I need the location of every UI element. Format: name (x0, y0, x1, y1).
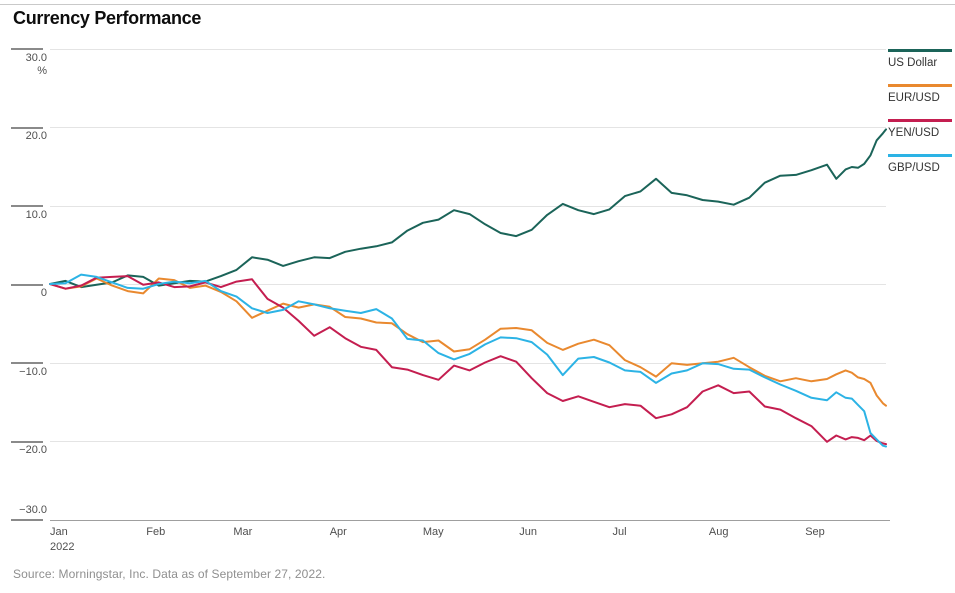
y-gridline (50, 441, 886, 442)
legend-item-eur-usd: EUR/USD (888, 84, 954, 106)
y-axis-label: −20.0 (19, 444, 47, 456)
x-axis-label-jan: Jan 2022 (50, 526, 75, 553)
legend-item-us-dollar: US Dollar (888, 49, 954, 71)
x-axis-label-jul: Jul (612, 526, 627, 538)
source-note: Source: Morningstar, Inc. Data as of Sep… (13, 567, 326, 581)
legend-label-yen-usd: YEN/USD (888, 127, 940, 139)
page-title: Currency Performance (13, 8, 202, 28)
series-line-gbp-usd (49, 273, 887, 448)
x-axis-label-aug: Aug (708, 526, 729, 538)
legend-item-yen-usd: YEN/USD (888, 119, 954, 141)
y-axis-label: 10.0 (25, 208, 47, 221)
x-axis-label-sep: Sep (805, 526, 825, 538)
y-axis-tick (11, 283, 43, 286)
legend-swatch-eur-usd (888, 84, 952, 87)
legend-label-eur-usd: EUR/USD (888, 92, 940, 104)
y-axis-tick (11, 519, 43, 521)
top-rule (0, 4, 955, 5)
y-axis-tick (11, 48, 43, 50)
y-axis-label: 0 (40, 287, 47, 299)
legend-swatch-gbp-usd (888, 154, 952, 157)
y-axis-tick (11, 126, 43, 129)
series-line-us-dollar (49, 128, 887, 289)
legend-item-gbp-usd: GBP/USD (888, 154, 954, 176)
y-gridline (50, 127, 886, 128)
series-line-yen-usd (49, 275, 887, 446)
y-gridline (50, 205, 886, 207)
series-line-eur-usd (49, 277, 887, 407)
y-axis-tick (11, 205, 43, 207)
x-axis-sublabel: 2022 (50, 541, 75, 553)
y-axis-label: 30.0 (25, 51, 47, 64)
chart-legend: US Dollar EUR/USD YEN/USD GBP/USD (888, 49, 954, 189)
y-axis-label: −10.0 (19, 365, 47, 378)
x-axis-label-jun: Jun (519, 526, 538, 538)
x-axis-label-mar: Mar (233, 526, 253, 538)
y-gridline (50, 362, 886, 364)
y-axis-label: −30.0 (19, 503, 47, 516)
legend-swatch-yen-usd (888, 119, 952, 122)
x-axis-label-may: May (422, 526, 444, 538)
legend-label-gbp-usd: GBP/USD (888, 162, 940, 174)
y-axis-tick (11, 440, 43, 443)
y-axis-unit-label: % (37, 64, 47, 77)
y-axis-label: 20.0 (25, 130, 47, 142)
y-gridline (50, 519, 890, 521)
legend-swatch-us-dollar (888, 49, 952, 52)
y-gridline (50, 284, 886, 285)
x-axis-label-apr: Apr (329, 526, 347, 538)
y-gridline (50, 48, 886, 50)
legend-label-us-dollar: US Dollar (888, 57, 938, 69)
x-axis-label-feb: Feb (146, 526, 166, 538)
y-axis-tick (11, 362, 43, 364)
